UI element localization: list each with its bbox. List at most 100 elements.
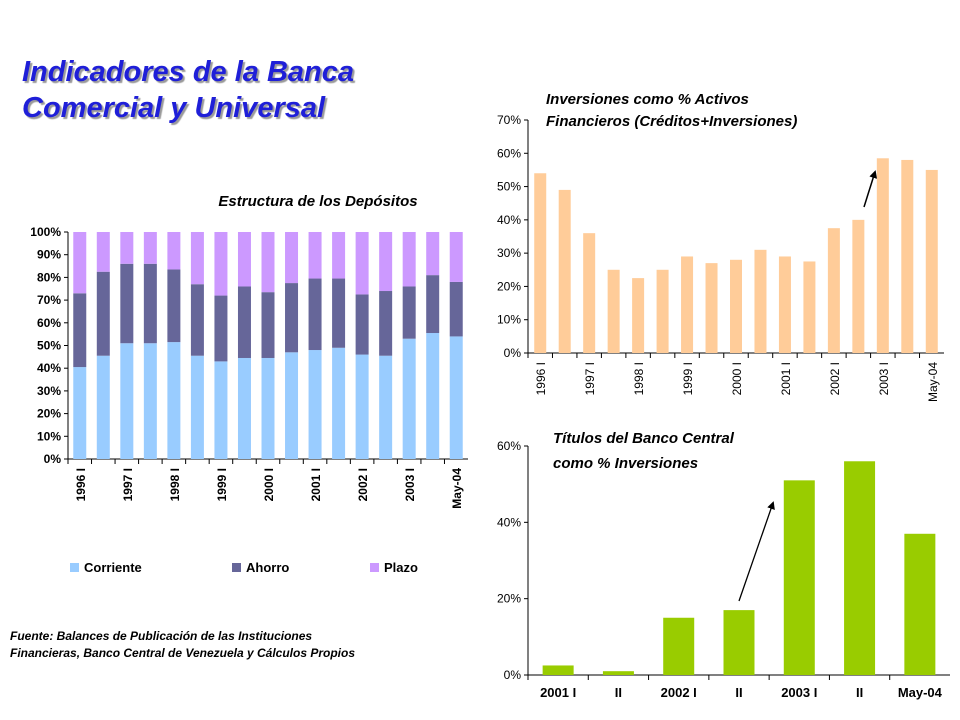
investments-bar <box>803 261 816 353</box>
deposits-bar-plazo <box>355 232 369 295</box>
investments-chart-title-line1: Inversiones como % Activos <box>546 91 749 108</box>
deposits-bar-ahorro <box>308 278 322 351</box>
investments-x-tick-label: 1999 I <box>681 362 695 395</box>
investments-x-tick-label: 1996 I <box>534 362 548 395</box>
deposits-x-tick-label: May-04 <box>450 468 464 509</box>
investments-bar <box>607 269 620 353</box>
investments-bar <box>925 169 938 353</box>
investments-bar <box>827 228 840 353</box>
bcv-y-tick-label: 0% <box>504 668 522 682</box>
deposits-bar-plazo <box>214 232 228 296</box>
deposits-bar-ahorro <box>167 269 181 343</box>
bcv-y-tick-label: 20% <box>497 592 521 606</box>
deposits-x-tick-label: 1998 I <box>168 468 182 501</box>
deposits-y-tick-label: 40% <box>37 361 61 375</box>
deposits-bar-plazo <box>332 232 346 279</box>
investments-x-tick-label: 2000 I <box>730 362 744 395</box>
deposits-bar-corriente <box>214 361 228 459</box>
investments-bar <box>876 158 889 353</box>
deposits-bar-ahorro <box>449 281 463 337</box>
deposits-y-tick-label: 20% <box>37 407 61 421</box>
investments-chart-title-line2: Financieros (Créditos+Inversiones) <box>546 113 797 130</box>
deposits-bar-plazo <box>426 232 440 276</box>
bcv-bar <box>844 461 876 675</box>
deposits-bar-plazo <box>402 232 416 287</box>
footnote-line1: Fuente: Balances de Publicación de las I… <box>10 629 313 643</box>
deposits-bar-ahorro <box>214 295 228 362</box>
bcv-x-tick-label: 2003 I <box>781 685 817 700</box>
deposits-bar-corriente <box>308 350 322 459</box>
deposits-bar-corriente <box>96 355 110 459</box>
investments-bar <box>778 256 791 353</box>
deposits-bar-plazo <box>379 232 393 292</box>
bcv-x-tick-label: II <box>735 685 742 700</box>
deposits-chart-title: Estructura de los Depósitos <box>218 193 417 210</box>
bcv-bar <box>904 533 936 675</box>
deposits-bar-plazo <box>73 232 87 294</box>
deposits-x-tick-label: 2001 I <box>309 468 323 501</box>
deposits-bar-corriente <box>167 342 181 459</box>
deposits-bar-ahorro <box>73 293 87 368</box>
deposits-bar-plazo <box>120 232 134 264</box>
investments-trend-arrow <box>863 170 878 208</box>
investments-bar <box>681 256 694 353</box>
deposits-y-tick-label: 30% <box>37 384 61 398</box>
deposits-bar-ahorro <box>143 263 157 344</box>
deposits-bar-plazo <box>167 232 181 270</box>
investments-bar <box>558 189 571 353</box>
source-footnote: Fuente: Balances de Publicación de las I… <box>10 628 355 662</box>
deposits-y-tick-label: 10% <box>37 429 61 443</box>
bcv-bar <box>783 480 815 675</box>
investments-bar <box>852 219 865 353</box>
deposits-legend-label-corriente: Corriente <box>84 560 142 575</box>
deposits-bar-ahorro <box>190 284 204 356</box>
investments-x-tick-label: May-04 <box>926 362 940 402</box>
deposits-bar-plazo <box>308 232 322 279</box>
bcv-y-tick-label: 60% <box>497 439 521 453</box>
bcv-y-tick-label: 40% <box>497 515 521 529</box>
investments-bar <box>583 233 596 353</box>
investments-y-tick-label: 40% <box>497 213 521 227</box>
page-title-line2: Comercial y Universal <box>22 92 326 124</box>
deposits-bar-plazo <box>190 232 204 285</box>
deposits-legend-label-ahorro: Ahorro <box>246 560 289 575</box>
bcv-x-tick-label: II <box>615 685 622 700</box>
deposits-y-tick-label: 80% <box>37 270 61 284</box>
deposits-legend-label-plazo: Plazo <box>384 560 418 575</box>
bcv-bar <box>663 617 695 675</box>
bcv-chart-title-line2: como % Inversiones <box>553 455 698 472</box>
deposits-bar-ahorro <box>237 286 251 358</box>
deposits-bar-corriente <box>73 367 87 459</box>
deposits-bar-corriente <box>332 347 346 459</box>
deposits-bar-plazo <box>237 232 251 287</box>
investments-y-tick-label: 60% <box>497 146 521 160</box>
bcv-bar <box>542 665 574 675</box>
investments-bar <box>754 249 767 353</box>
page-title-line1: Indicadores de la Banca <box>22 56 355 88</box>
deposits-bar-corriente <box>190 355 204 459</box>
deposits-bar-corriente <box>402 338 416 459</box>
deposits-bar-corriente <box>237 357 251 459</box>
deposits-bar-plazo <box>143 232 157 264</box>
deposits-x-tick-label: 2003 I <box>403 468 417 501</box>
deposits-bar-ahorro <box>261 292 275 358</box>
deposits-legend-swatch-ahorro <box>232 563 241 572</box>
footnote-line2: Financieras, Banco Central de Venezuela … <box>10 646 355 660</box>
investments-bar <box>656 269 669 353</box>
deposits-y-tick-label: 100% <box>30 225 61 239</box>
investments-y-tick-label: 70% <box>497 113 521 127</box>
deposits-bar-ahorro <box>120 263 134 344</box>
deposits-bar-ahorro <box>332 278 346 348</box>
deposits-x-tick-label: 1996 I <box>74 468 88 501</box>
investments-x-tick-label: 2003 I <box>877 362 891 395</box>
investments-x-tick-label: 1997 I <box>583 362 597 395</box>
investments-x-tick-label: 2002 I <box>828 362 842 395</box>
investments-y-tick-label: 20% <box>497 279 521 293</box>
deposits-bar-plazo <box>285 232 299 284</box>
deposits-y-tick-label: 0% <box>44 452 62 466</box>
bcv-x-tick-label: 2002 I <box>661 685 697 700</box>
investments-x-tick-label: 1998 I <box>632 362 646 395</box>
deposits-bar-corriente <box>120 343 134 459</box>
investments-y-tick-label: 50% <box>497 180 521 194</box>
